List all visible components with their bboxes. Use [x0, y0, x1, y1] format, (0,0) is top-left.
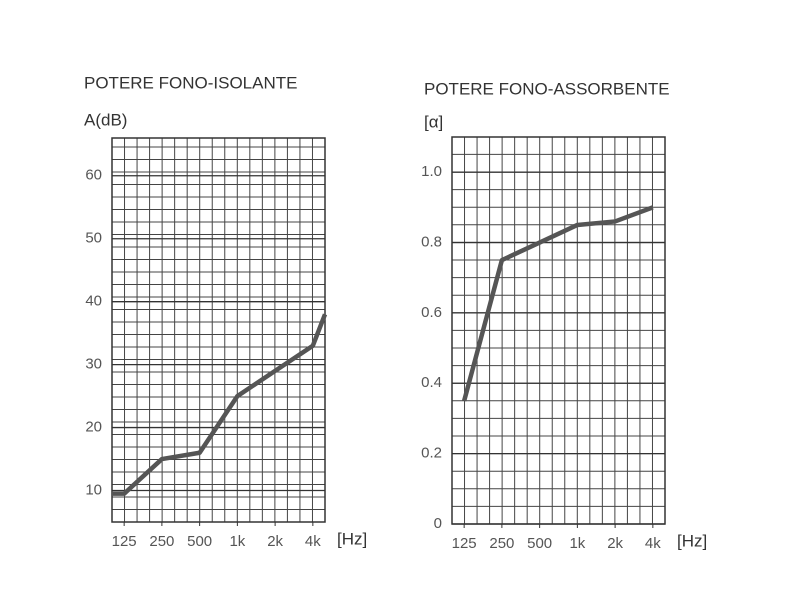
y-tick-label: 0	[434, 515, 442, 532]
y-tick-label: 0.8	[421, 234, 442, 251]
x-tick-label: 125	[452, 535, 477, 552]
y-tick-label: 10	[85, 481, 102, 498]
x-tick-label: 250	[149, 533, 174, 550]
y-tick-label: 60	[85, 167, 102, 184]
x-tick-label: 1k	[229, 533, 245, 550]
chart-title: POTERE FONO-ASSORBENTE	[424, 79, 670, 98]
x-axis-label: [Hz]	[677, 531, 707, 550]
x-tick-label: 500	[527, 535, 552, 552]
x-tick-label: 125	[112, 533, 137, 550]
x-axis-label: [Hz]	[337, 529, 367, 548]
y-tick-label: 30	[85, 356, 102, 373]
y-tick-label: 0.6	[421, 304, 442, 321]
data-line	[112, 313, 328, 496]
y-tick-label: 20	[85, 419, 102, 436]
x-tick-label: 2k	[607, 535, 623, 552]
x-tick-label: 4k	[305, 533, 321, 550]
chart-title: POTERE FONO-ISOLANTE	[84, 73, 297, 92]
y-tick-label: 40	[85, 293, 102, 310]
y-tick-label: 1.0	[421, 163, 442, 180]
y-tick-label: 0.4	[421, 374, 442, 391]
x-tick-label: 2k	[267, 533, 283, 550]
x-tick-label: 4k	[645, 535, 661, 552]
x-tick-label: 250	[489, 535, 514, 552]
y-axis-label: A(dB)	[84, 110, 127, 129]
y-tick-label: 0.2	[421, 445, 442, 462]
x-tick-label: 500	[187, 533, 212, 550]
y-axis-label: [α]	[424, 112, 443, 131]
data-line	[461, 205, 654, 402]
plot-frame	[111, 137, 326, 523]
y-tick-label: 50	[85, 230, 102, 247]
x-tick-label: 1k	[569, 535, 585, 552]
